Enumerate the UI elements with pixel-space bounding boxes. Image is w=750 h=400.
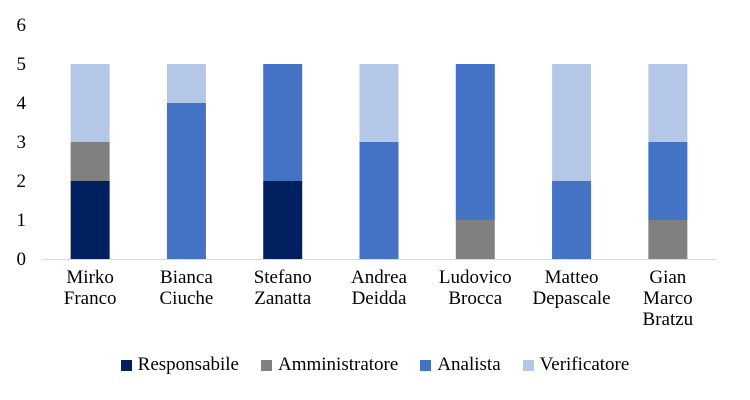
x-tick-label: Ciuche [160, 288, 214, 309]
bar-segment-analista [455, 64, 495, 220]
legend-item: Verificatore [522, 354, 630, 376]
bar-segment-analista [263, 64, 303, 181]
legend-label: Amministratore [278, 354, 399, 375]
bar-segment-analista [359, 142, 399, 259]
x-tick-label: Depascale [533, 288, 611, 309]
bar-segment-verificatore [648, 64, 688, 142]
bar-segment-amministratore [70, 142, 110, 181]
x-tick-label: Mirko [66, 267, 114, 288]
x-tick-label: Matteo [545, 267, 599, 288]
bar-segment-verificatore [166, 64, 206, 103]
legend-label: Analista [437, 354, 501, 375]
bar-segment-amministratore [648, 220, 688, 259]
y-tick-label: 2 [17, 171, 27, 192]
x-tick-label: Brocca [448, 288, 502, 309]
y-tick-label: 5 [17, 54, 27, 75]
legend-label: Responsabile [137, 354, 239, 375]
bar-segment-verificatore [359, 64, 399, 142]
x-tick-label: Bratzu [643, 309, 694, 330]
x-tick-label: Gian [649, 267, 686, 288]
bar-segment-analista [648, 142, 688, 220]
legend-swatch [261, 359, 272, 371]
legend-label: Verificatore [539, 354, 630, 375]
bars [70, 64, 688, 259]
bar-segment-analista [552, 181, 592, 259]
legend-item: Analista [420, 354, 501, 376]
legend: Responsabile Amministratore Analista Verifi… [0, 354, 750, 376]
legend-item: Responsabile [120, 354, 239, 376]
x-tick-label: Ludovico [439, 267, 512, 288]
x-tick-label: Franco [64, 288, 117, 309]
x-tick-label: Deidda [352, 288, 407, 309]
bar-segment-verificatore [70, 64, 110, 142]
legend-swatch [420, 359, 432, 371]
legend-swatch [120, 359, 132, 371]
legend-swatch [522, 359, 534, 371]
bar-segment-verificatore [552, 64, 592, 181]
x-tick-label: Bianca [160, 267, 213, 288]
x-tick-label: Marco [643, 288, 693, 309]
y-tick-label: 4 [17, 93, 27, 114]
y-tick-label: 1 [17, 210, 27, 231]
y-tick-label: 6 [17, 15, 27, 36]
bar-segment-responsabile [70, 181, 110, 259]
bar-segment-amministratore [455, 220, 495, 259]
x-tick-label: Andrea [351, 267, 407, 288]
x-tick-label: Zanatta [254, 288, 312, 309]
y-axis: 0 1 2 3 4 5 6 [17, 15, 27, 270]
bar-segment-analista [166, 103, 206, 259]
y-tick-label: 3 [17, 132, 27, 153]
legend-item: Amministratore [261, 354, 398, 376]
x-tick-label: Stefano [254, 267, 312, 288]
y-tick-label: 0 [17, 249, 27, 270]
bar-segment-responsabile [263, 181, 303, 259]
